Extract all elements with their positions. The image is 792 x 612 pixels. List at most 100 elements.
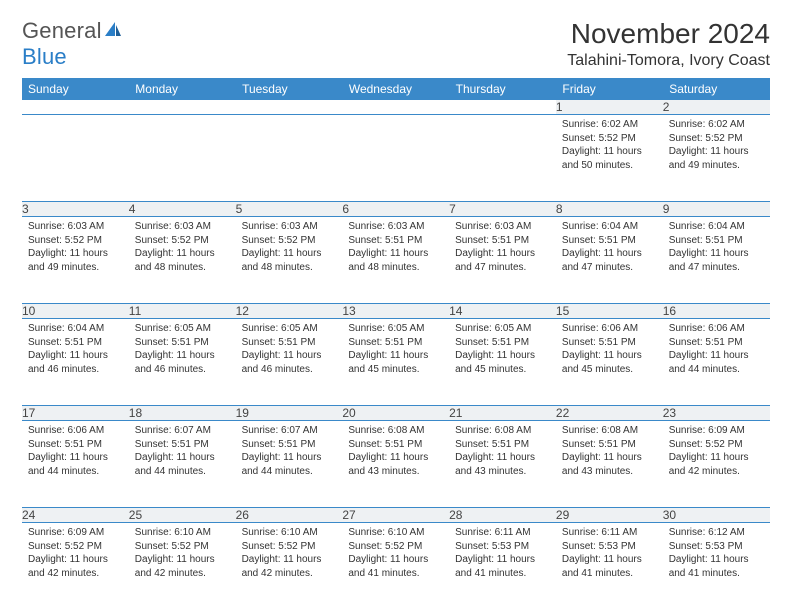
daylight-line: Daylight: 11 hours and 41 minutes.	[348, 553, 443, 580]
daylight-line: Daylight: 11 hours and 49 minutes.	[669, 145, 764, 172]
day-content-row: Sunrise: 6:02 AM Sunset: 5:52 PMDaylight:…	[22, 115, 770, 202]
daylight-line: Daylight: 11 hours and 46 minutes.	[28, 349, 123, 376]
day-header-row: SundayMondayTuesdayWednesdayThursdayFrid…	[22, 78, 770, 100]
sunrise-line: Sunrise: 6:08 AM	[562, 424, 657, 438]
title-block: November 2024 Talahini-Tomora, Ivory Coa…	[567, 18, 770, 70]
day-number-cell: 6	[342, 202, 449, 217]
cell-content: Sunrise: 6:03 AMSunset: 5:51 PMDaylight:…	[449, 217, 556, 278]
day-number-cell: 5	[236, 202, 343, 217]
day-number-row: 12	[22, 100, 770, 115]
sunset-line: Sunset: 5:51 PM	[135, 438, 230, 452]
sunset-line: Sunset: 5:51 PM	[28, 336, 123, 350]
day-number-row: 17181920212223	[22, 406, 770, 421]
day-number-cell: 24	[22, 508, 129, 523]
daylight-line: Daylight: 11 hours and 44 minutes.	[135, 451, 230, 478]
day-number-cell	[22, 100, 129, 115]
day-content-row: Sunrise: 6:03 AMSunset: 5:52 PMDaylight:…	[22, 217, 770, 304]
day-number-cell: 17	[22, 406, 129, 421]
cell-content: Sunrise: 6:05 AMSunset: 5:51 PMDaylight:…	[342, 319, 449, 380]
sunset-line: Sunset: 5:52 PM	[242, 234, 337, 248]
cell-content: Sunrise: 6:06 AMSunset: 5:51 PMDaylight:…	[556, 319, 663, 380]
day-cell: Sunrise: 6:03 AMSunset: 5:51 PMDaylight:…	[342, 217, 449, 304]
day-cell	[129, 115, 236, 202]
day-content-row: Sunrise: 6:09 AMSunset: 5:52 PMDaylight:…	[22, 523, 770, 610]
day-number-cell: 10	[22, 304, 129, 319]
sail-icon	[103, 20, 123, 38]
sunrise-line: Sunrise: 6:06 AM	[669, 322, 764, 336]
cell-content: Sunrise: 6:05 AMSunset: 5:51 PMDaylight:…	[236, 319, 343, 380]
day-number-cell: 2	[663, 100, 770, 115]
cell-content: Sunrise: 6:08 AMSunset: 5:51 PMDaylight:…	[342, 421, 449, 482]
sunrise-line: Sunrise: 6:03 AM	[242, 220, 337, 234]
day-number-cell: 3	[22, 202, 129, 217]
sunrise-line: Sunrise: 6:07 AM	[135, 424, 230, 438]
day-cell: Sunrise: 6:04 AMSunset: 5:51 PMDaylight:…	[556, 217, 663, 304]
sunrise-line: Sunrise: 6:10 AM	[242, 526, 337, 540]
daylight-line: Daylight: 11 hours and 48 minutes.	[348, 247, 443, 274]
cell-content: Sunrise: 6:03 AMSunset: 5:51 PMDaylight:…	[342, 217, 449, 278]
sunset-line: Sunset: 5:52 PM	[348, 540, 443, 554]
daylight-line: Daylight: 11 hours and 41 minutes.	[455, 553, 550, 580]
sunrise-line: Sunrise: 6:11 AM	[562, 526, 657, 540]
day-number-cell: 18	[129, 406, 236, 421]
sunset-line: Sunset: 5:51 PM	[348, 234, 443, 248]
logo-text: General Blue	[22, 18, 123, 70]
day-cell: Sunrise: 6:03 AMSunset: 5:52 PMDaylight:…	[129, 217, 236, 304]
sunset-line: Sunset: 5:52 PM	[28, 540, 123, 554]
sunset-line: Sunset: 5:51 PM	[455, 234, 550, 248]
sunset-line: Sunset: 5:51 PM	[135, 336, 230, 350]
cell-content: Sunrise: 6:06 AMSunset: 5:51 PMDaylight:…	[22, 421, 129, 482]
day-cell: Sunrise: 6:10 AMSunset: 5:52 PMDaylight:…	[129, 523, 236, 610]
day-content-row: Sunrise: 6:06 AMSunset: 5:51 PMDaylight:…	[22, 421, 770, 508]
cell-content: Sunrise: 6:09 AMSunset: 5:52 PMDaylight:…	[663, 421, 770, 482]
day-cell	[236, 115, 343, 202]
logo-word-general: General	[22, 18, 102, 43]
sunset-line: Sunset: 5:52 PM	[669, 132, 764, 146]
cell-content: Sunrise: 6:03 AMSunset: 5:52 PMDaylight:…	[129, 217, 236, 278]
sunset-line: Sunset: 5:51 PM	[562, 234, 657, 248]
day-number-cell: 27	[342, 508, 449, 523]
cell-content: Sunrise: 6:07 AMSunset: 5:51 PMDaylight:…	[236, 421, 343, 482]
cell-content: Sunrise: 6:07 AMSunset: 5:51 PMDaylight:…	[129, 421, 236, 482]
day-number-cell	[342, 100, 449, 115]
daylight-line: Daylight: 11 hours and 44 minutes.	[242, 451, 337, 478]
sunset-line: Sunset: 5:51 PM	[669, 336, 764, 350]
cell-content: Sunrise: 6:10 AMSunset: 5:52 PMDaylight:…	[236, 523, 343, 584]
sunset-line: Sunset: 5:52 PM	[669, 438, 764, 452]
sunrise-line: Sunrise: 6:03 AM	[455, 220, 550, 234]
daylight-line: Daylight: 11 hours and 48 minutes.	[242, 247, 337, 274]
sunrise-line: Sunrise: 6:03 AM	[135, 220, 230, 234]
day-number-cell: 16	[663, 304, 770, 319]
sunrise-line: Sunrise: 6:04 AM	[562, 220, 657, 234]
daylight-line: Daylight: 11 hours and 46 minutes.	[135, 349, 230, 376]
daylight-line: Daylight: 11 hours and 45 minutes.	[455, 349, 550, 376]
sunset-line: Sunset: 5:53 PM	[669, 540, 764, 554]
daylight-line: Daylight: 11 hours and 47 minutes.	[669, 247, 764, 274]
day-cell: Sunrise: 6:11 AMSunset: 5:53 PMDaylight:…	[556, 523, 663, 610]
day-cell: Sunrise: 6:05 AMSunset: 5:51 PMDaylight:…	[342, 319, 449, 406]
day-cell: Sunrise: 6:07 AMSunset: 5:51 PMDaylight:…	[236, 421, 343, 508]
sunrise-line: Sunrise: 6:10 AM	[135, 526, 230, 540]
sunrise-line: Sunrise: 6:06 AM	[562, 322, 657, 336]
daylight-line: Daylight: 11 hours and 42 minutes.	[28, 553, 123, 580]
day-number-cell: 8	[556, 202, 663, 217]
cell-content: Sunrise: 6:04 AMSunset: 5:51 PMDaylight:…	[663, 217, 770, 278]
sunset-line: Sunset: 5:51 PM	[455, 438, 550, 452]
sunrise-line: Sunrise: 6:02 AM	[562, 118, 657, 132]
day-cell: Sunrise: 6:08 AMSunset: 5:51 PMDaylight:…	[449, 421, 556, 508]
sunset-line: Sunset: 5:51 PM	[562, 438, 657, 452]
day-number-cell	[236, 100, 343, 115]
sunrise-line: Sunrise: 6:05 AM	[242, 322, 337, 336]
day-cell: Sunrise: 6:04 AMSunset: 5:51 PMDaylight:…	[22, 319, 129, 406]
cell-content: Sunrise: 6:04 AMSunset: 5:51 PMDaylight:…	[22, 319, 129, 380]
day-number-cell: 29	[556, 508, 663, 523]
logo-word-blue: Blue	[22, 44, 67, 69]
day-header: Wednesday	[342, 78, 449, 100]
cell-content: Sunrise: 6:04 AMSunset: 5:51 PMDaylight:…	[556, 217, 663, 278]
day-cell: Sunrise: 6:05 AMSunset: 5:51 PMDaylight:…	[129, 319, 236, 406]
sunset-line: Sunset: 5:51 PM	[669, 234, 764, 248]
day-number-cell: 11	[129, 304, 236, 319]
day-cell: Sunrise: 6:12 AMSunset: 5:53 PMDaylight:…	[663, 523, 770, 610]
day-cell: Sunrise: 6:11 AMSunset: 5:53 PMDaylight:…	[449, 523, 556, 610]
daylight-line: Daylight: 11 hours and 45 minutes.	[562, 349, 657, 376]
